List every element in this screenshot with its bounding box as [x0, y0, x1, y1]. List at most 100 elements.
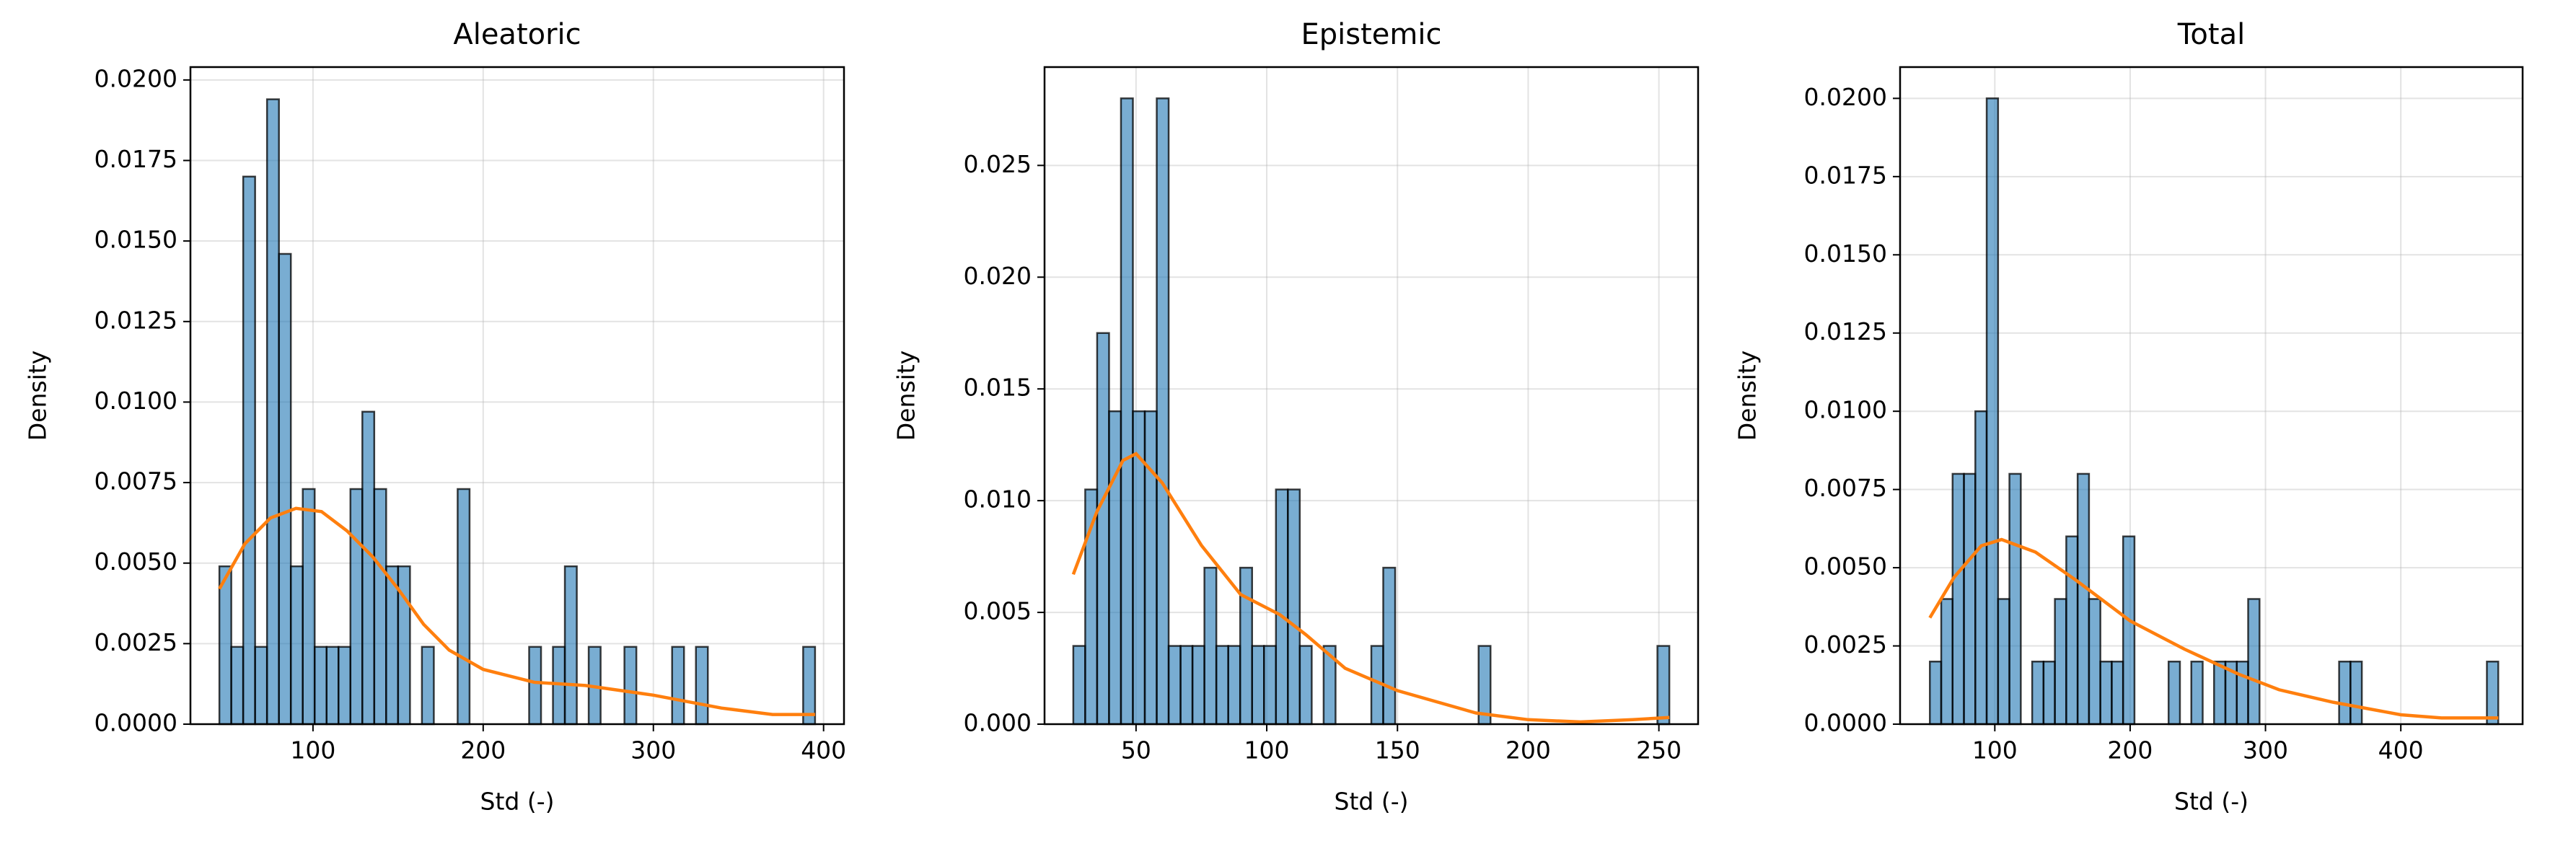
y-axis-label: Density	[892, 351, 920, 441]
bar	[563, 565, 578, 726]
bar	[2213, 660, 2227, 726]
bar	[2338, 660, 2352, 726]
bar	[457, 488, 471, 726]
y-tick-label: 0.0100	[1804, 396, 1887, 424]
x-tick-label: 300	[630, 736, 676, 765]
x-tick-label: 300	[2243, 736, 2288, 765]
x-tick-label: 100	[290, 736, 335, 765]
bar	[1656, 645, 1671, 726]
axes-frame	[1899, 66, 2524, 726]
y-tick-label: 0.0050	[1804, 552, 1887, 581]
bar	[2122, 535, 2136, 726]
bar	[1997, 598, 2010, 726]
y-tick-label: 0.0175	[1804, 161, 1887, 189]
y-axis-label: Density	[24, 351, 52, 441]
bar	[1929, 660, 1943, 726]
kde-line	[218, 506, 815, 716]
bar	[1120, 97, 1134, 726]
x-tick-label: 150	[1375, 736, 1420, 765]
x-tick-label: 200	[1505, 736, 1551, 765]
bar	[1382, 566, 1397, 726]
kde-line	[1071, 452, 1670, 724]
bar	[278, 252, 292, 726]
y-tick-label: 0.0100	[94, 387, 177, 415]
y-tick-label: 0.0075	[94, 467, 177, 496]
bar	[302, 488, 316, 726]
bar	[349, 488, 364, 726]
bar	[325, 646, 340, 726]
bar	[1108, 410, 1122, 726]
y-tick-label: 0.0075	[1804, 474, 1887, 502]
bar	[2088, 598, 2101, 726]
bar	[1985, 97, 2000, 726]
bar	[242, 175, 256, 726]
bar	[2076, 472, 2091, 726]
chart-title: Total	[2177, 18, 2245, 51]
bar	[2349, 660, 2363, 726]
bar	[230, 646, 245, 726]
bar	[623, 646, 638, 726]
bar	[2042, 660, 2056, 726]
x-tick-label: 200	[460, 736, 506, 765]
bar	[1239, 566, 1253, 726]
x-tick-label: 50	[1121, 736, 1151, 765]
x-axis-label: Std (-)	[480, 788, 555, 816]
x-tick-label: 400	[801, 736, 846, 765]
bar	[1167, 645, 1182, 726]
bar	[2247, 598, 2261, 726]
bar	[218, 565, 232, 726]
y-tick-label: 0.0200	[94, 64, 177, 92]
bar	[1263, 645, 1278, 726]
y-tick-label: 0.0150	[94, 226, 177, 254]
bar	[695, 646, 709, 726]
chart-title: Aleatoric	[453, 18, 581, 51]
bar	[2167, 660, 2181, 726]
bar	[528, 646, 542, 726]
bar	[1156, 97, 1170, 726]
bar	[421, 646, 435, 726]
x-tick-label: 200	[2107, 736, 2153, 765]
y-tick-label: 0.0150	[1804, 239, 1887, 268]
bar	[2031, 660, 2045, 726]
y-tick-label: 0.0025	[94, 628, 177, 656]
bar	[1974, 410, 1988, 726]
bar	[1275, 488, 1289, 726]
bar	[1251, 645, 1265, 726]
y-tick-label: 0.0200	[1804, 83, 1887, 111]
bar	[1072, 645, 1086, 726]
bar	[361, 410, 376, 726]
y-tick-label: 0.005	[964, 597, 1032, 625]
y-tick-label: 0.0050	[94, 547, 177, 576]
bar	[2065, 535, 2079, 726]
x-axis-label: Std (-)	[2174, 788, 2248, 816]
bar	[1191, 645, 1205, 726]
x-tick-label: 100	[1972, 736, 2018, 765]
bar	[2099, 660, 2113, 726]
y-tick-label: 0.0125	[94, 306, 177, 334]
axes-frame	[189, 66, 845, 726]
bar	[254, 646, 268, 726]
bar	[1963, 472, 1977, 726]
x-axis-label: Std (-)	[1335, 788, 1409, 816]
y-tick-label: 0.0000	[1804, 709, 1887, 737]
y-tick-label: 0.025	[964, 150, 1032, 178]
bar	[802, 646, 817, 726]
bar	[2111, 660, 2124, 726]
bar	[313, 646, 328, 726]
bar	[289, 565, 304, 726]
bar	[338, 646, 352, 726]
bar	[1143, 410, 1158, 726]
bar	[385, 565, 400, 726]
bar	[1203, 566, 1218, 726]
y-tick-label: 0.015	[964, 374, 1032, 402]
x-tick-label: 100	[1244, 736, 1290, 765]
bar	[373, 488, 387, 726]
bar	[2190, 660, 2204, 726]
y-tick-label: 0.020	[964, 262, 1032, 290]
y-tick-label: 0.0125	[1804, 317, 1887, 345]
bar	[1179, 645, 1194, 726]
y-tick-label: 0.0025	[1804, 630, 1887, 659]
x-tick-label: 400	[2378, 736, 2424, 765]
x-tick-label: 250	[1636, 736, 1682, 765]
